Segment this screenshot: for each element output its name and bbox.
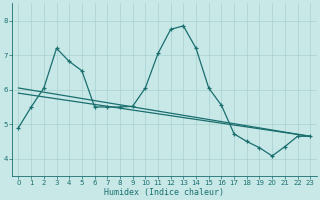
X-axis label: Humidex (Indice chaleur): Humidex (Indice chaleur)	[104, 188, 224, 197]
